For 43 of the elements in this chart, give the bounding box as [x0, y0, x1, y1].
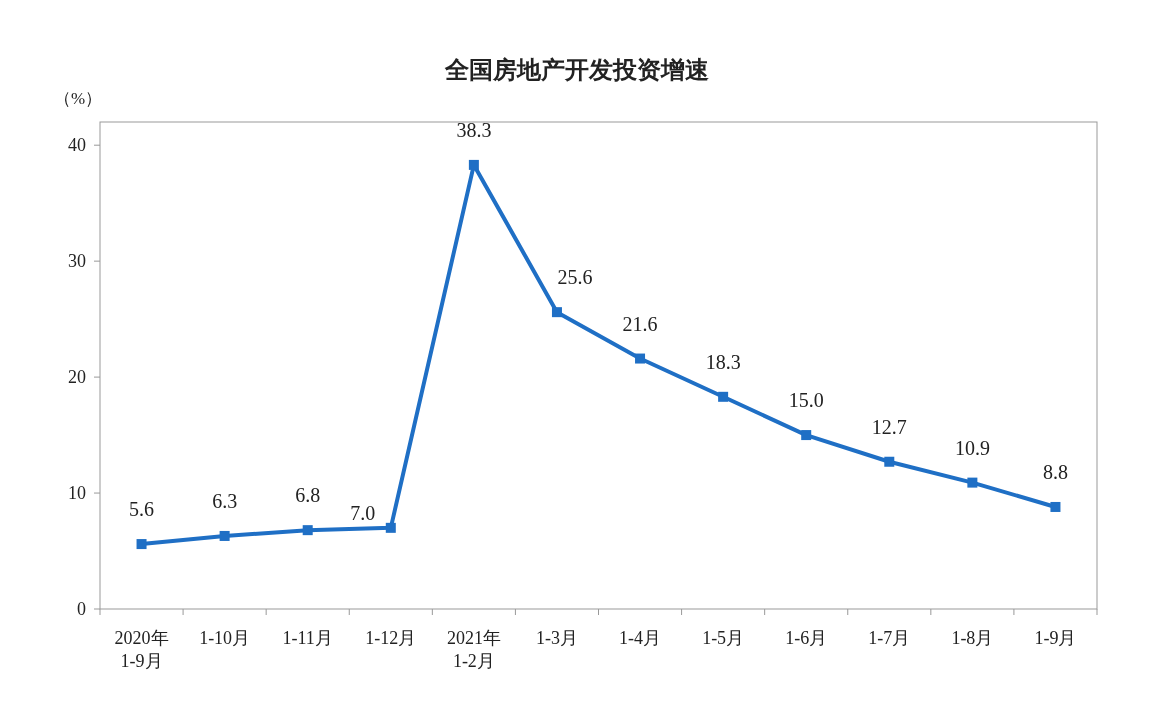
point: [884, 456, 895, 467]
chart-title: 全国房地产开发投资增速: [444, 56, 709, 84]
x-tick-label: 1-9月: [1034, 628, 1077, 648]
data-label: 6.3: [212, 489, 238, 512]
y-tick-label: 10: [68, 483, 86, 504]
x-tick-label: 1-7月: [868, 628, 911, 648]
x-tick-label: 1-12月: [365, 628, 417, 648]
point: [718, 391, 729, 402]
y-tick-label: 0: [77, 599, 86, 619]
data-label: 8.8: [1042, 460, 1068, 483]
data-label: 38.3: [456, 118, 492, 141]
x-tick-label: 1-8月: [951, 628, 994, 648]
x-tick-label: 2020年 1-9月: [114, 628, 169, 671]
point: [136, 539, 147, 550]
data-label: 7.0: [350, 501, 376, 524]
data-label: 12.7: [871, 415, 907, 438]
x-tick-label: 1-4月: [619, 628, 662, 648]
point: [468, 159, 479, 170]
x-tick-label: 1-6月: [785, 628, 828, 648]
x-tick-label: 1-11月: [282, 628, 333, 648]
data-label: 15.0: [788, 389, 824, 412]
data-label: 21.6: [622, 312, 658, 335]
x-tick-label: 2021年 1-2月: [446, 628, 501, 671]
point: [551, 307, 562, 318]
data-label: 18.3: [705, 350, 741, 373]
point: [385, 522, 396, 533]
data-label: 10.9: [954, 436, 990, 459]
y-axis-title: （%）: [53, 89, 103, 108]
point: [1050, 501, 1061, 512]
point: [967, 477, 978, 488]
y-tick-label: 40: [68, 135, 86, 156]
point: [219, 530, 230, 541]
data-label: 5.6: [129, 498, 155, 521]
point: [635, 353, 646, 364]
y-tick-label: 30: [68, 251, 86, 272]
point: [302, 525, 313, 536]
x-tick-label: 1-10月: [199, 628, 251, 648]
data-label: 25.6: [557, 266, 593, 289]
x-tick-label: 1-3月: [535, 628, 578, 648]
x-tick-label: 1-5月: [702, 628, 745, 648]
point: [801, 430, 812, 441]
y-tick-label: 20: [68, 367, 86, 388]
data-label: 6.8: [295, 484, 321, 507]
